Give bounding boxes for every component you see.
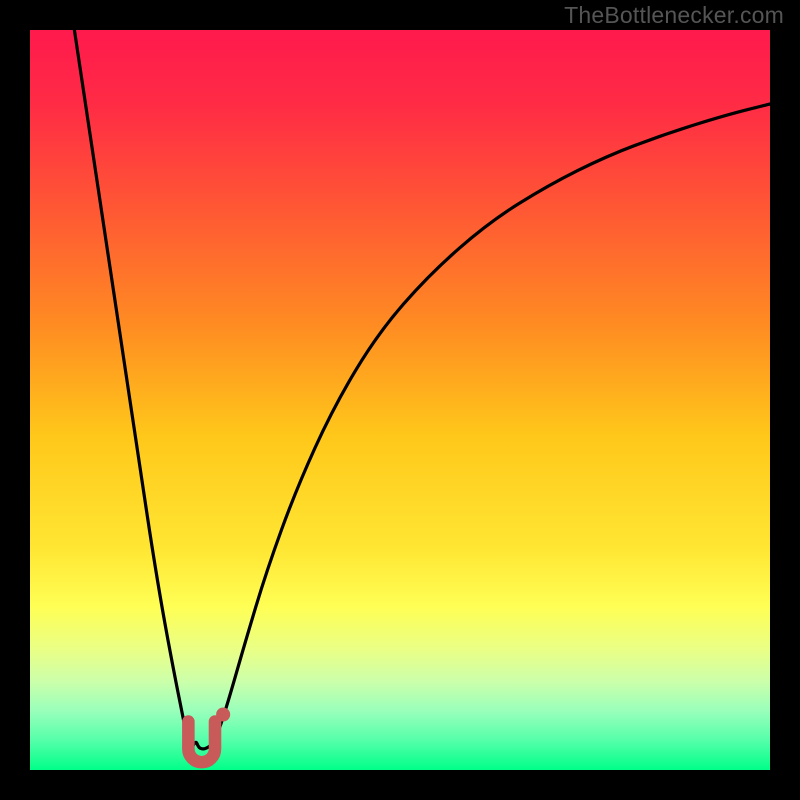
watermark-text: TheBottlenecker.com xyxy=(564,2,784,29)
gradient-background xyxy=(30,30,770,770)
plot-area xyxy=(30,30,770,770)
chart-root: TheBottlenecker.com xyxy=(0,0,800,800)
chart-svg xyxy=(30,30,770,770)
